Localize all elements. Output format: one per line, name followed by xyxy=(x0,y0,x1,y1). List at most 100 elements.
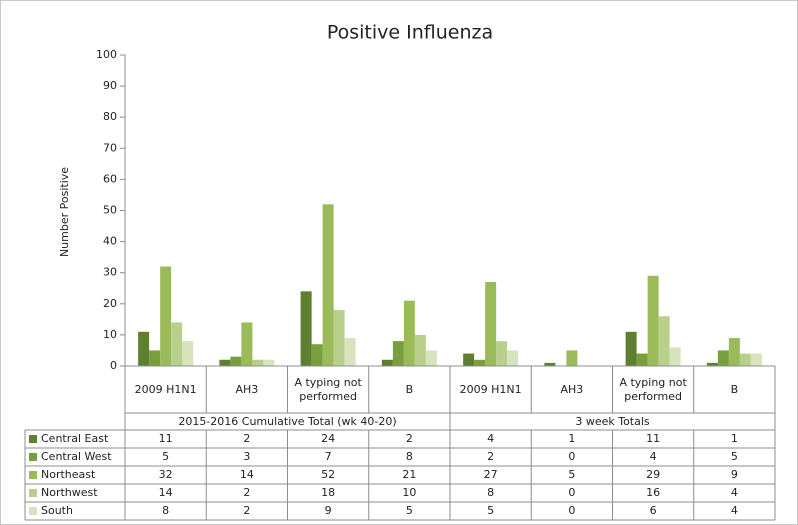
table-value: 6 xyxy=(649,504,657,517)
bar xyxy=(171,322,183,366)
table-value: 0 xyxy=(568,486,576,499)
table-value: 52 xyxy=(321,468,336,481)
bar xyxy=(625,331,637,366)
y-tick-label: 70 xyxy=(103,141,117,154)
bar xyxy=(566,350,578,366)
table-value: 2 xyxy=(487,450,495,463)
x-tick-label: 2009 H1N1 xyxy=(134,382,197,396)
table-value: 5 xyxy=(162,450,170,463)
bar xyxy=(474,359,486,366)
table-value: 8 xyxy=(162,504,170,517)
x-tick-label: 2009 H1N1 xyxy=(459,382,522,396)
bar xyxy=(149,350,161,366)
legend-swatch xyxy=(29,435,37,443)
table-value: 2 xyxy=(243,504,251,517)
legend-swatch xyxy=(29,453,37,461)
table-value: 5 xyxy=(405,504,413,517)
y-tick-label: 60 xyxy=(103,172,117,185)
table-value: 14 xyxy=(239,468,254,481)
x-tick-label: AH3 xyxy=(235,382,259,396)
bar xyxy=(739,353,751,366)
legend-swatch xyxy=(29,507,37,515)
bar xyxy=(496,341,508,366)
group-label: 2015-2016 Cumulative Total (wk 40-20) xyxy=(178,414,397,428)
y-axis-label: Number Positive xyxy=(58,167,71,257)
y-tick-label: 90 xyxy=(103,79,117,92)
table-value: 21 xyxy=(402,468,417,481)
chart-title: Positive Influenza xyxy=(327,22,493,44)
bar xyxy=(230,356,242,366)
table-value: 32 xyxy=(158,468,173,481)
bar xyxy=(706,362,718,366)
y-tick-label: 100 xyxy=(96,48,117,61)
bar xyxy=(658,316,670,366)
bar xyxy=(322,204,334,366)
table-value: 9 xyxy=(324,504,332,517)
table-value: 1 xyxy=(730,432,738,445)
x-tick-label: B xyxy=(730,382,739,396)
table-value: 14 xyxy=(158,486,173,499)
group-label: 3 week Totals xyxy=(575,414,650,428)
table-value: 3 xyxy=(243,450,251,463)
legend-label: Central West xyxy=(41,450,112,463)
bar xyxy=(252,359,264,366)
y-tick-label: 30 xyxy=(103,266,117,279)
bar xyxy=(138,331,150,366)
bar xyxy=(381,359,393,366)
y-tick-label: 20 xyxy=(103,297,117,310)
table-value: 5 xyxy=(730,450,738,463)
table-value: 5 xyxy=(568,468,576,481)
bar xyxy=(403,300,415,366)
legend-label: Northeast xyxy=(41,468,96,481)
table-value: 24 xyxy=(321,432,336,445)
table-value: 0 xyxy=(568,504,576,517)
table-value: 7 xyxy=(324,450,332,463)
bar xyxy=(485,282,497,366)
y-tick-label: 40 xyxy=(103,235,117,248)
bar xyxy=(300,291,312,366)
legend-label: South xyxy=(41,504,73,517)
table-value: 11 xyxy=(158,432,173,445)
bar xyxy=(669,347,681,366)
x-tick-label: A typing not performed xyxy=(619,375,687,403)
bar xyxy=(392,341,404,366)
legend-label: Northwest xyxy=(41,486,98,499)
table-value: 2 xyxy=(405,432,413,445)
x-tick-label: AH3 xyxy=(560,382,584,396)
bar xyxy=(263,359,275,366)
bar xyxy=(311,344,323,366)
table-value: 8 xyxy=(487,486,495,499)
table-value: 4 xyxy=(730,486,738,499)
x-tick-label: B xyxy=(405,382,414,396)
bar xyxy=(463,353,475,366)
bar xyxy=(425,350,437,366)
bar xyxy=(182,341,194,366)
bar xyxy=(507,350,519,366)
y-tick-label: 80 xyxy=(103,110,117,123)
bar xyxy=(544,362,556,366)
table-value: 2 xyxy=(243,486,251,499)
bar xyxy=(414,334,426,366)
bar xyxy=(647,275,659,366)
bar xyxy=(219,359,231,366)
bar xyxy=(344,338,356,366)
legend-swatch xyxy=(29,489,37,497)
table-value: 9 xyxy=(730,468,738,481)
table-value: 5 xyxy=(487,504,495,517)
bar xyxy=(728,338,740,366)
table-value: 10 xyxy=(402,486,417,499)
y-tick-label: 0 xyxy=(110,359,117,372)
table-value: 27 xyxy=(483,468,498,481)
table-value: 18 xyxy=(321,486,336,499)
table-value: 11 xyxy=(646,432,661,445)
table-value: 4 xyxy=(730,504,738,517)
legend-label: Central East xyxy=(41,432,109,445)
bar xyxy=(750,353,762,366)
table-value: 4 xyxy=(487,432,495,445)
table-value: 4 xyxy=(649,450,657,463)
table-value: 1 xyxy=(568,432,576,445)
table-value: 2 xyxy=(243,432,251,445)
